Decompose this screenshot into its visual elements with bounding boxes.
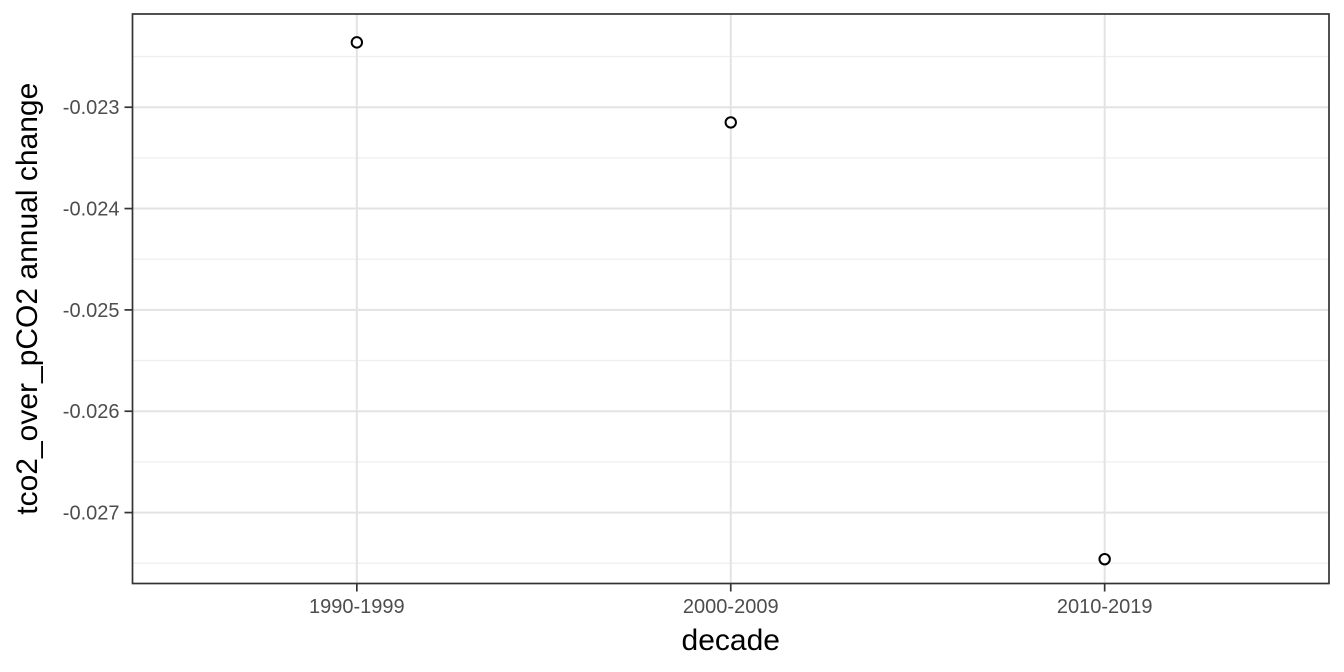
axis-ticks bbox=[124, 106, 1106, 592]
x-tick-label: 2010-2019 bbox=[1057, 596, 1153, 618]
y-tick-label: -0.024 bbox=[63, 199, 120, 221]
x-axis-tick-labels: 1990-1999 2000-2009 2010-2019 bbox=[309, 596, 1152, 618]
x-tick-label: 2000-2009 bbox=[683, 596, 779, 618]
data-point bbox=[724, 116, 737, 129]
y-axis-tick-labels: -0.023 -0.024 -0.025 -0.026 -0.027 bbox=[63, 97, 120, 524]
y-tick-label: -0.025 bbox=[63, 300, 120, 322]
data-point bbox=[1098, 552, 1111, 566]
x-tick-label: 1990-1999 bbox=[309, 596, 405, 618]
gridlines-vertical bbox=[355, 14, 1106, 584]
y-tick-label: -0.023 bbox=[63, 97, 120, 119]
x-axis-title: decade bbox=[682, 624, 780, 657]
y-axis-title: tco2_over_pCO2 annual change bbox=[11, 83, 44, 515]
y-tick-label: -0.026 bbox=[63, 401, 120, 423]
data-point bbox=[350, 36, 364, 49]
data-points bbox=[350, 36, 1111, 566]
y-tick-label: -0.027 bbox=[63, 503, 120, 525]
